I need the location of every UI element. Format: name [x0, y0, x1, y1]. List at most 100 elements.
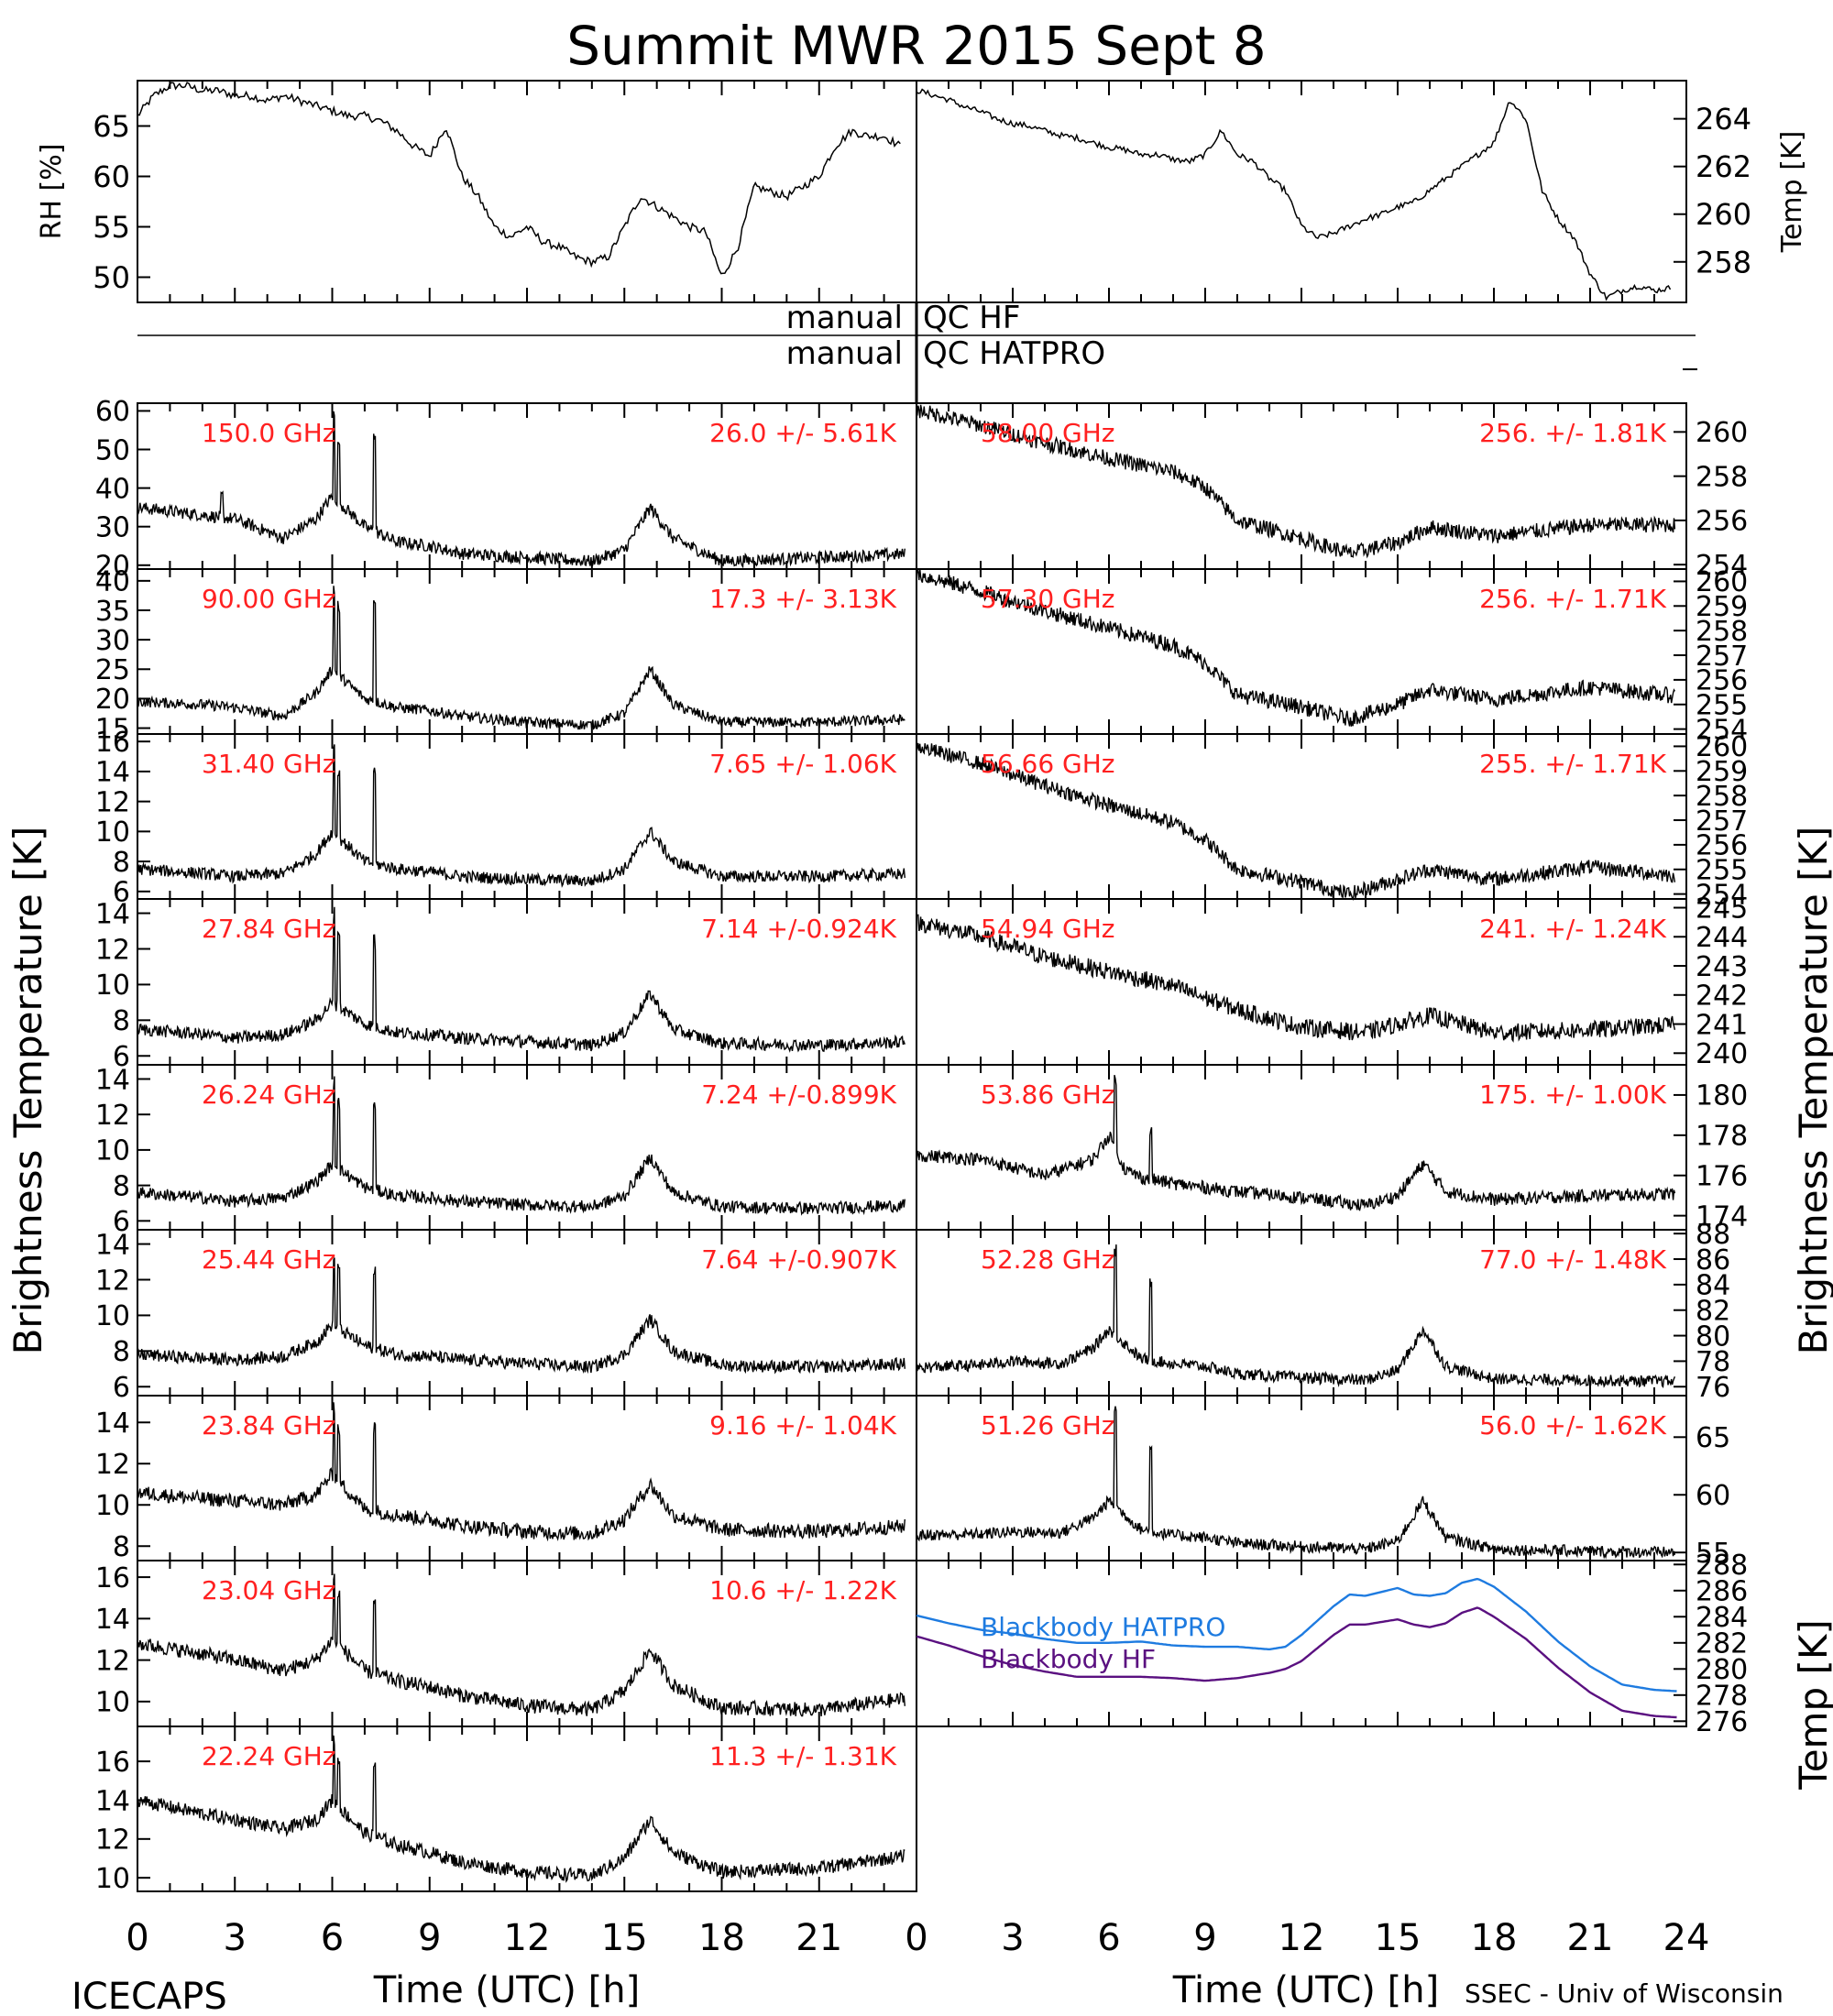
right-panel-3-trace — [916, 914, 1676, 1043]
left-panel-1-channel-label: 90.00 GHz — [202, 584, 336, 614]
right-panel-5-channel-label: 52.28 GHz — [981, 1244, 1115, 1275]
left-panel-4-ytick-label: 6 — [113, 1206, 130, 1238]
left-panel-2-trace — [137, 744, 906, 888]
blackbody-series-0 — [916, 1577, 1677, 1693]
left-panel-8-ytick-label: 10 — [95, 1863, 130, 1895]
left-panel-3-ytick-label: 14 — [95, 898, 130, 930]
right-panel-7-ytick-label: 280 — [1696, 1654, 1748, 1686]
left-panel-1-ytick-label: 35 — [95, 596, 130, 628]
right-xtick-label: 21 — [1567, 1917, 1614, 1959]
footer-right: SSEC - Univ of Wisconsin — [1465, 1978, 1784, 2009]
right-panel-2-ytick-label: 259 — [1696, 756, 1748, 788]
temp-panel-ytick-label: 264 — [1696, 102, 1751, 137]
left-panel-3-ytick-label: 12 — [95, 934, 130, 966]
left-xtick-label: 0 — [126, 1917, 148, 1959]
right-panel-6-stats-label: 56.0 +/- 1.62K — [1479, 1410, 1666, 1441]
left-panel-6-stats-label: 9.16 +/- 1.04K — [709, 1410, 896, 1441]
right-panel-0-ytick-label: 258 — [1696, 461, 1748, 493]
footer-xlabel-left: Time (UTC) [h] — [373, 1969, 640, 2011]
right-panel-3-ytick-label: 245 — [1696, 893, 1748, 925]
left-panel-8-ytick-label: 12 — [95, 1824, 130, 1857]
right-xtick-label: 6 — [1097, 1917, 1120, 1959]
left-panel-7-ytick-label: 16 — [95, 1562, 130, 1594]
right-bottom-label: Temp [K] — [1791, 1619, 1833, 1791]
right-panel-3-ytick-label: 242 — [1696, 981, 1748, 1013]
left-panel-4-ytick-label: 12 — [95, 1100, 130, 1132]
left-panel-1-ytick-label: 15 — [95, 713, 130, 745]
right-panel-0: 254 256 258 260 58.00 GHz 256. +/- 1.81K — [916, 402, 1748, 582]
figure-title: Summit MWR 2015 Sept 8 — [566, 15, 1266, 77]
left-panel-1-ytick-label: 20 — [95, 684, 130, 716]
right-panel-2-ytick-label: 258 — [1696, 781, 1748, 813]
right-panel-1-ytick-label: 260 — [1696, 566, 1748, 598]
left-panel-8-ytick-label: 14 — [95, 1785, 130, 1817]
left-panel-2-stats-label: 7.65 +/- 1.06K — [709, 749, 896, 779]
rh-panel: 50 55 60 65 RH [%] — [36, 80, 917, 303]
right-panel-4-ytick-label: 180 — [1696, 1080, 1748, 1112]
left-panel-3: 6 810 12 14 27.84 GHz 7.14 +/-0.924K — [95, 898, 917, 1073]
right-panel-1-ytick-label: 259 — [1696, 591, 1748, 623]
left-panel-2-ytick-label: 8 — [113, 847, 130, 879]
qc-hatpro-left-label: manual — [786, 335, 903, 372]
left-xtick-label: 9 — [418, 1917, 441, 1959]
left-side-label: Brightness Temperature [K] — [5, 827, 50, 1355]
right-panel-5-ytick-label: 82 — [1696, 1296, 1730, 1328]
qc-hf-right-label: QC HF — [923, 300, 1020, 336]
blackbody-series-1 — [916, 1606, 1677, 1719]
left-panel-4-ytick-label: 14 — [95, 1064, 130, 1096]
right-panel-2-stats-label: 255. +/- 1.71K — [1479, 749, 1666, 779]
right-panel-6-ytick-label: 55 — [1696, 1538, 1730, 1570]
left-panel-7: 10 12 14 16 23.04 GHz 10.6 +/- 1.22K — [95, 1560, 917, 1727]
left-panel-1-ytick-label: 25 — [95, 654, 130, 686]
left-panel-3-channel-label: 27.84 GHz — [202, 914, 336, 944]
rh-ylabel: RH [%] — [36, 144, 68, 240]
right-panel-3-channel-label: 54.94 GHz — [981, 914, 1115, 944]
right-panel-1-ytick-label: 255 — [1696, 690, 1748, 722]
temp-panel-ytick-label: 260 — [1696, 197, 1751, 232]
right-panel-1-ytick-label: 256 — [1696, 665, 1748, 697]
left-xtick-label: 12 — [504, 1917, 551, 1959]
temp-panel: 258 260 262 264 Temp [K] — [916, 80, 1808, 303]
left-panel-6-ytick-label: 10 — [95, 1490, 130, 1522]
right-panel-3-ytick-label: 240 — [1696, 1038, 1748, 1070]
right-panel-0-channel-label: 58.00 GHz — [981, 418, 1115, 448]
left-xtick-label: 18 — [698, 1917, 745, 1959]
left-panel-2-ytick-label: 12 — [95, 786, 130, 818]
left-xtick-label: 6 — [321, 1917, 344, 1959]
left-panel-6-ytick-label: 14 — [95, 1408, 130, 1440]
right-panel-2-channel-label: 56.66 GHz — [981, 749, 1115, 779]
left-panel-4-ytick-label: 10 — [95, 1135, 130, 1167]
left-panel-3-ytick-label: 8 — [113, 1005, 130, 1037]
left-panel-3-ytick-label: 10 — [95, 970, 130, 1002]
right-panel-6-trace — [916, 1406, 1676, 1560]
rh-panel-ytick-label: 50 — [93, 260, 130, 295]
left-panel-0-ytick-label: 30 — [95, 511, 130, 543]
left-panel-2-ytick-label: 14 — [95, 757, 130, 789]
blackbody-legend-1: Blackbody HF — [981, 1644, 1156, 1674]
right-panel-1-channel-label: 57.30 GHz — [981, 584, 1115, 614]
left-panel-4-stats-label: 7.24 +/-0.899K — [701, 1079, 896, 1110]
footer-xlabel-right: Time (UTC) [h] — [1172, 1969, 1439, 2011]
left-panel-0-trace — [137, 411, 906, 569]
rh-panel-ytick-label: 55 — [93, 210, 130, 245]
right-panel-5-trace — [916, 1244, 1676, 1389]
right-panel-3-ytick-label: 244 — [1696, 922, 1748, 954]
rh-trace — [137, 82, 901, 275]
right-panel-3-ytick-label: 243 — [1696, 951, 1748, 983]
right-panel-5-ytick-label: 84 — [1696, 1270, 1730, 1302]
right-panel-2-ytick-label: 257 — [1696, 805, 1748, 838]
right-panel-4-stats-label: 175. +/- 1.00K — [1479, 1079, 1666, 1110]
left-panel-2-ytick-label: 10 — [95, 816, 130, 849]
right-panel-4-ytick-label: 178 — [1696, 1121, 1748, 1153]
left-panel-3-ytick-label: 6 — [113, 1041, 130, 1073]
right-panel-5-stats-label: 77.0 +/- 1.48K — [1479, 1244, 1666, 1275]
right-xtick-label: 9 — [1193, 1917, 1216, 1959]
left-panel-5-channel-label: 25.44 GHz — [202, 1244, 336, 1275]
